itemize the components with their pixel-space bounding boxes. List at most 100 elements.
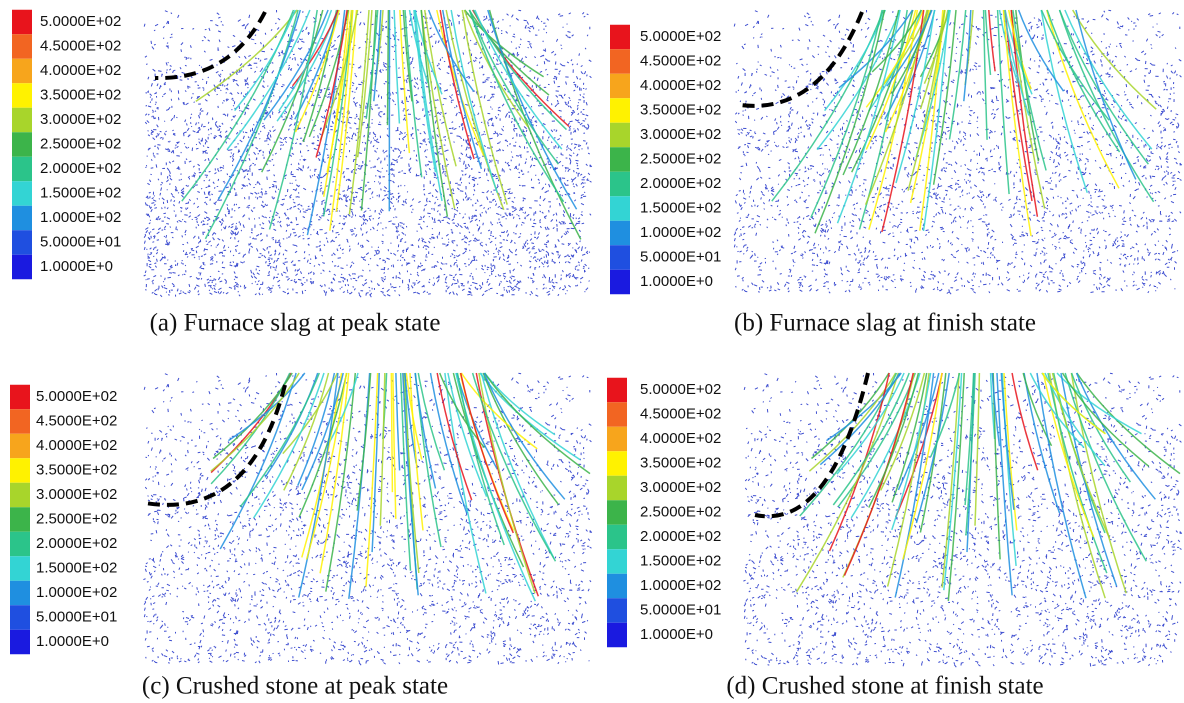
legend-swatch [607, 500, 627, 525]
force-chain [895, 372, 943, 518]
force-chain [439, 9, 475, 160]
legend-label: 1.5000E+02 [40, 184, 121, 201]
force-chain [365, 372, 379, 587]
force-chain [414, 9, 443, 95]
force-chain [1056, 372, 1142, 435]
force-chain [894, 372, 935, 598]
force-chain [261, 9, 324, 173]
legend-label: 1.0000E+02 [640, 577, 721, 594]
legend-swatch [610, 220, 630, 246]
force-chain [471, 372, 557, 562]
force-chain [478, 372, 536, 594]
force-chain [1075, 372, 1156, 500]
legend-label: 4.0000E+02 [640, 430, 721, 447]
force-chain [392, 372, 397, 519]
force-chain [1011, 372, 1039, 471]
force-chain [399, 372, 412, 571]
force-chain [832, 372, 910, 506]
force-chain [836, 372, 905, 475]
legend-swatch [12, 34, 32, 59]
legend-label: 4.5000E+02 [40, 37, 121, 54]
legend-swatch [10, 433, 30, 459]
force-chain [239, 372, 320, 508]
force-chain [1061, 372, 1150, 467]
force-chain [1046, 9, 1121, 153]
force-chain [253, 372, 325, 519]
force-chain [420, 9, 456, 209]
legend-swatch [10, 458, 30, 483]
force-chain [989, 372, 996, 440]
force-chain [283, 372, 330, 491]
force-chain [393, 9, 401, 124]
force-chain [459, 372, 514, 534]
legend-label: 1.0000E+02 [36, 584, 117, 601]
force-chain [395, 372, 401, 471]
force-chain [468, 9, 559, 165]
force-chain [319, 9, 359, 141]
force-chain [487, 9, 578, 210]
boundary-curve [754, 372, 870, 519]
legend-swatch [607, 622, 627, 648]
force-chain [408, 9, 429, 84]
force-chain [379, 372, 386, 526]
force-chain [1042, 372, 1095, 538]
force-chain [402, 372, 420, 574]
force-chain [429, 372, 468, 514]
force-chain [402, 9, 413, 102]
force-chain [322, 9, 354, 217]
legend-swatch [12, 83, 32, 108]
force-chain [319, 372, 350, 574]
legend-label: 4.0000E+02 [36, 437, 117, 454]
force-chain [984, 9, 992, 75]
force-chain [941, 372, 960, 588]
force-chain [414, 9, 443, 202]
force-chain [365, 9, 379, 119]
force-chain [294, 9, 340, 133]
legend-label: 1.0000E+0 [640, 273, 713, 290]
force-chain [991, 372, 1001, 447]
force-chain [325, 372, 357, 592]
force-chain [447, 372, 488, 497]
force-chain [409, 372, 424, 531]
force-chain [210, 372, 300, 472]
force-chain [1045, 9, 1120, 189]
legend-label: 5.0000E+02 [640, 381, 721, 398]
legend-label: 2.5000E+02 [36, 510, 117, 527]
legend-label: 1.0000E+02 [40, 209, 121, 226]
force-chain [796, 372, 900, 593]
legend-label: 1.5000E+02 [640, 199, 721, 216]
force-chain [1058, 9, 1155, 203]
force-chain [814, 9, 886, 234]
force-chain [219, 372, 297, 550]
legend-swatch [610, 245, 630, 270]
force-chain [838, 9, 914, 89]
force-chain [819, 372, 901, 466]
legend-label: 4.0000E+02 [40, 62, 121, 79]
force-chain [436, 9, 485, 157]
legend-swatch [610, 73, 630, 99]
force-chain [1070, 372, 1127, 594]
boundary-curve [144, 384, 287, 507]
force-chain [842, 9, 900, 176]
force-chain [1029, 372, 1085, 449]
force-chain [402, 372, 419, 596]
force-chain [195, 9, 298, 103]
force-chain [1075, 9, 1137, 180]
force-chain [1017, 9, 1065, 92]
legend-swatch [610, 196, 630, 221]
force-chain [836, 9, 901, 224]
force-chain [902, 372, 943, 560]
force-chain [891, 372, 932, 531]
legend-swatch [610, 98, 630, 123]
force-chain [868, 372, 920, 508]
boundary-curve [154, 11, 267, 81]
legend-label: 5.0000E+02 [36, 388, 117, 405]
legend-swatch [10, 605, 30, 630]
legend-swatch [12, 181, 32, 206]
force-chain [413, 9, 437, 173]
force-chain [1076, 372, 1181, 475]
legend-swatch [12, 156, 32, 182]
legend-label: 1.0000E+0 [40, 258, 113, 275]
legend-swatch [610, 24, 630, 50]
